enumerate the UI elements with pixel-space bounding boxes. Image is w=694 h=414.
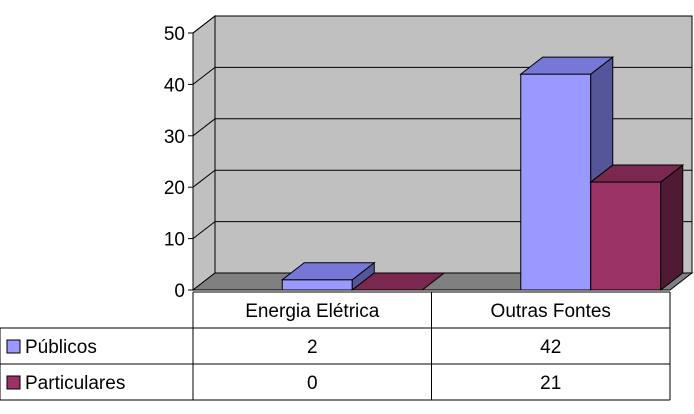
plot-area: 0 10 20 30 40 50 [164, 14, 694, 302]
category-label: Outras Fontes [491, 301, 611, 322]
data-label: 42 [540, 337, 561, 358]
bar [589, 164, 685, 292]
y-tick-label: 40 [164, 75, 185, 96]
legend-entry: Particulares [25, 373, 125, 394]
y-tick-label: 0 [174, 281, 185, 302]
gridline [192, 15, 692, 34]
data-label: 0 [307, 373, 318, 394]
y-tick-label: 50 [164, 24, 185, 45]
bar-top [280, 262, 376, 281]
bar-top [589, 164, 685, 183]
bar [350, 272, 446, 291]
bar-front [281, 279, 353, 291]
legend-entry: Públicos [25, 337, 97, 358]
data-label: 2 [307, 337, 318, 358]
bar-front [520, 73, 592, 291]
data-label: 21 [540, 373, 561, 394]
bar-top [519, 56, 615, 75]
bar-top [350, 272, 446, 291]
y-tick-label: 20 [164, 178, 185, 199]
data-table: Energia Elétrica Outras Fontes Públicos 2 42… [0, 291, 671, 401]
bar-side [660, 164, 684, 292]
legend-key [6, 339, 21, 354]
bar [280, 261, 376, 292]
side-wall [192, 14, 216, 292]
category-label: Energia Elétrica [245, 301, 380, 322]
bar-front [590, 181, 662, 291]
y-tick-label: 30 [164, 127, 185, 148]
legend-key [6, 375, 21, 390]
y-tick-label: 10 [164, 230, 185, 251]
